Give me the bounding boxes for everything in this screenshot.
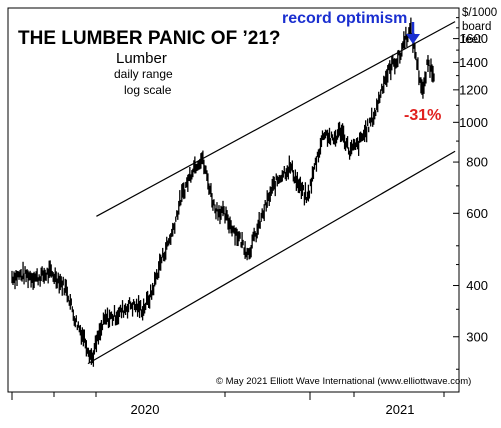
record-optimism-arrowhead xyxy=(406,34,420,44)
y-unit-line1: $/1000 xyxy=(462,7,497,19)
channel-upper-line xyxy=(96,21,456,217)
y-tick-label-1400: 1400 xyxy=(459,55,488,70)
note-log-scale: log scale xyxy=(124,83,172,97)
y-axis: 300 400 600 800 1000 1200 1400 1600 xyxy=(453,17,488,370)
y-tick-label-300: 300 xyxy=(466,329,488,344)
channel-lower-line xyxy=(87,150,456,365)
y-tick-label-400: 400 xyxy=(466,278,488,293)
price-series xyxy=(11,17,435,367)
x-axis: 2020 2021 xyxy=(11,392,445,417)
y-unit-line2: board xyxy=(462,21,491,33)
y-tick-label-1600: 1600 xyxy=(459,31,488,46)
record-optimism-label: record optimism xyxy=(282,10,407,27)
note-daily-range: daily range xyxy=(114,67,173,81)
x-tick-label-2021: 2021 xyxy=(386,402,415,417)
chart-title: THE LUMBER PANIC OF ’21? xyxy=(18,28,281,49)
y-tick-label-1000: 1000 xyxy=(459,115,488,130)
y-tick-label-600: 600 xyxy=(466,206,488,221)
x-tick-label-2020: 2020 xyxy=(131,402,160,417)
plot-frame xyxy=(7,7,460,393)
y-unit-line3: feet xyxy=(462,34,482,46)
chart-subtitle: Lumber xyxy=(116,50,167,67)
decline-label: -31% xyxy=(404,107,441,124)
y-tick-label-1200: 1200 xyxy=(459,82,488,97)
copyright-notice: © May 2021 Elliott Wave International (w… xyxy=(216,376,471,387)
trend-channel xyxy=(87,21,456,365)
y-tick-label-800: 800 xyxy=(466,155,488,170)
